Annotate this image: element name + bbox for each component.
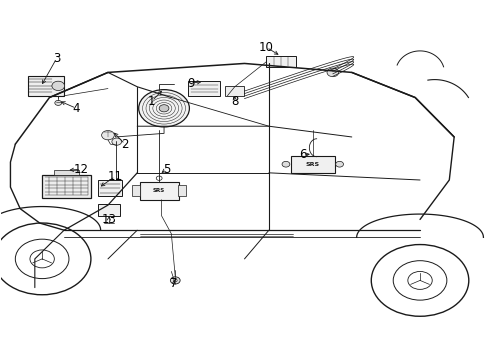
Bar — [140, 182, 178, 200]
Text: 13: 13 — [102, 213, 116, 226]
Circle shape — [326, 68, 338, 77]
Text: 3: 3 — [53, 51, 61, 64]
Text: 8: 8 — [231, 95, 238, 108]
Circle shape — [102, 131, 114, 140]
Circle shape — [170, 277, 180, 284]
Text: 10: 10 — [259, 41, 273, 54]
Text: 2: 2 — [121, 138, 128, 150]
Text: SRS: SRS — [305, 162, 319, 167]
Circle shape — [282, 161, 289, 167]
Bar — [98, 204, 120, 216]
Bar — [188, 81, 220, 96]
Circle shape — [52, 81, 64, 90]
Circle shape — [159, 105, 168, 112]
Circle shape — [139, 90, 189, 127]
Bar — [54, 170, 79, 175]
Bar — [132, 185, 140, 196]
Bar — [42, 175, 91, 198]
Bar — [224, 86, 244, 96]
Text: 6: 6 — [299, 148, 306, 161]
Text: 1: 1 — [148, 95, 155, 108]
Circle shape — [335, 161, 343, 167]
Bar — [178, 185, 185, 196]
Circle shape — [55, 100, 61, 105]
Text: 5: 5 — [163, 163, 170, 176]
Bar — [266, 56, 295, 67]
Text: 12: 12 — [74, 163, 88, 176]
Text: 9: 9 — [187, 77, 194, 90]
Text: 7: 7 — [170, 278, 177, 291]
Bar — [27, 76, 64, 96]
Text: SRS: SRS — [153, 188, 165, 193]
Bar — [290, 156, 334, 173]
Bar — [98, 180, 122, 196]
Circle shape — [112, 138, 122, 145]
Text: 4: 4 — [72, 102, 80, 115]
Text: 11: 11 — [107, 170, 122, 183]
